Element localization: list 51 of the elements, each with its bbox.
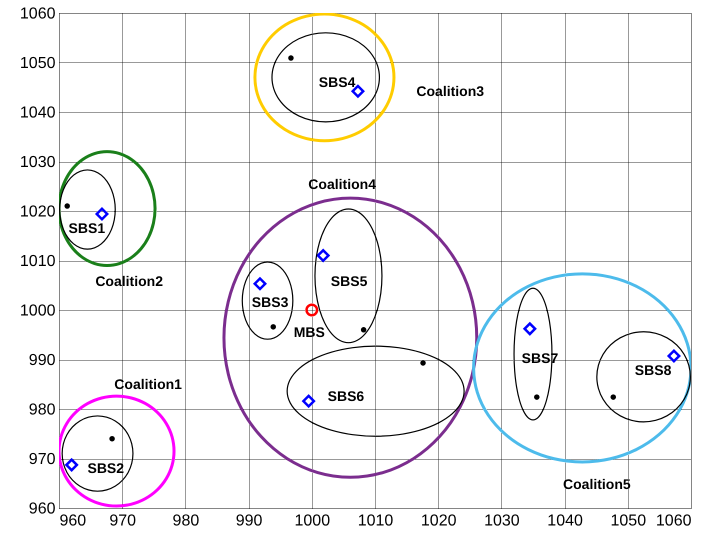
point xyxy=(95,207,108,220)
point xyxy=(302,394,316,408)
annotation: SBS3 xyxy=(252,294,289,310)
point xyxy=(64,203,70,209)
x-tick-label: 1000 xyxy=(294,512,330,530)
y-tick-label: 980 xyxy=(28,402,56,418)
y-tick-label: 1050 xyxy=(20,55,56,72)
annotation: Coalition1 xyxy=(114,376,182,392)
y-tick-label: 1030 xyxy=(20,154,56,171)
x-tick-label: 1020 xyxy=(420,512,457,530)
x-tick-label: 1040 xyxy=(547,512,583,530)
y-tick-label: 990 xyxy=(28,352,56,369)
x-tick-label: 1050 xyxy=(610,512,646,530)
point xyxy=(288,55,294,61)
y-tick-label: 1040 xyxy=(20,104,56,122)
point xyxy=(270,324,276,330)
annotation: MBS xyxy=(294,324,325,340)
point xyxy=(305,304,318,316)
x-tick-label: 990 xyxy=(236,512,263,530)
annotation: SBS2 xyxy=(87,460,124,476)
annotation: Coalition5 xyxy=(562,476,631,492)
annotation: SBS6 xyxy=(328,388,364,404)
point xyxy=(65,458,78,472)
annotation: SBS1 xyxy=(68,220,106,236)
annotation: SBS5 xyxy=(330,272,368,289)
annotation: Coalition2 xyxy=(95,272,164,289)
point xyxy=(523,322,536,336)
point xyxy=(316,249,330,262)
point xyxy=(534,394,540,400)
x-tick-label: 960 xyxy=(60,512,86,530)
y-tick-label: 1020 xyxy=(20,204,56,220)
x-tick-label: 970 xyxy=(109,512,136,530)
annotation: Coalition3 xyxy=(416,83,484,100)
point xyxy=(420,360,426,366)
x-tick-label: 980 xyxy=(172,512,200,530)
point xyxy=(253,277,266,290)
annotation: SBS4 xyxy=(318,74,356,90)
point xyxy=(667,350,680,363)
point xyxy=(360,327,366,333)
annotation: SBS8 xyxy=(634,362,672,378)
x-tick-label: 1030 xyxy=(484,512,520,530)
y-tick-label: 1000 xyxy=(20,302,56,320)
y-tick-label: 960 xyxy=(28,500,56,518)
y-tick-label: 1060 xyxy=(20,6,56,22)
point xyxy=(109,436,115,442)
annotation: Coalition4 xyxy=(308,176,376,192)
point xyxy=(610,394,616,400)
x-tick-label: 1060 xyxy=(656,512,692,530)
x-tick-label: 1010 xyxy=(358,512,394,530)
y-tick-label: 1010 xyxy=(20,253,56,270)
y-tick-label: 970 xyxy=(28,451,56,468)
